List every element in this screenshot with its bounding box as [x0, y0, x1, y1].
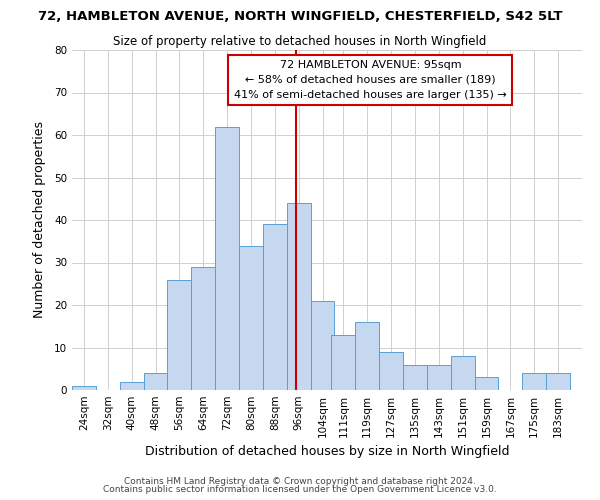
Text: Contains public sector information licensed under the Open Government Licence v3: Contains public sector information licen… [103, 485, 497, 494]
Bar [379, 352, 403, 390]
Bar [451, 356, 475, 390]
Text: 72 HAMBLETON AVENUE: 95sqm
← 58% of detached houses are smaller (189)
41% of sem: 72 HAMBLETON AVENUE: 95sqm ← 58% of deta… [234, 60, 507, 100]
Bar [72, 386, 96, 390]
Bar [403, 364, 427, 390]
Bar [523, 373, 546, 390]
Y-axis label: Number of detached properties: Number of detached properties [32, 122, 46, 318]
X-axis label: Distribution of detached houses by size in North Wingfield: Distribution of detached houses by size … [145, 446, 509, 458]
Text: Contains HM Land Registry data © Crown copyright and database right 2024.: Contains HM Land Registry data © Crown c… [124, 477, 476, 486]
Bar [215, 126, 239, 390]
Bar [287, 203, 311, 390]
Text: 72, HAMBLETON AVENUE, NORTH WINGFIELD, CHESTERFIELD, S42 5LT: 72, HAMBLETON AVENUE, NORTH WINGFIELD, C… [38, 10, 562, 23]
Bar [239, 246, 263, 390]
Bar [475, 378, 499, 390]
Bar [311, 300, 334, 390]
Bar [427, 364, 451, 390]
Bar [120, 382, 143, 390]
Text: Size of property relative to detached houses in North Wingfield: Size of property relative to detached ho… [113, 35, 487, 48]
Bar [546, 373, 570, 390]
Bar [331, 335, 355, 390]
Bar [355, 322, 379, 390]
Bar [191, 267, 215, 390]
Bar [143, 373, 167, 390]
Bar [167, 280, 191, 390]
Bar [263, 224, 287, 390]
